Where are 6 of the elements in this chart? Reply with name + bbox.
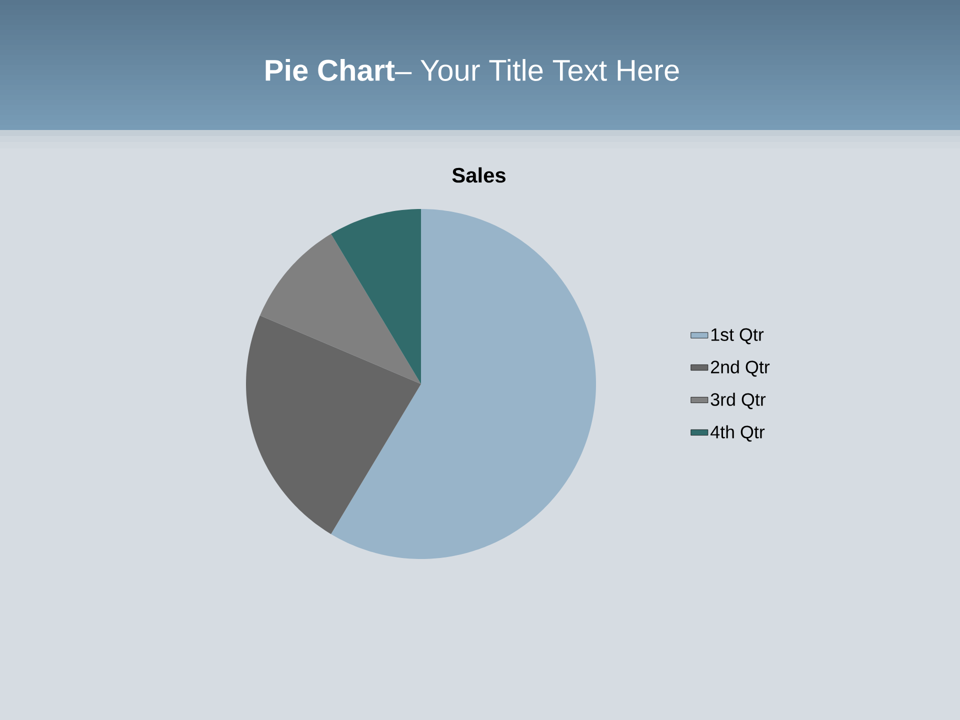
chart-title: Pie Chart– Your Title Text Here — [266, 59, 679, 81]
legend-label: 2nd Qtr — [711, 360, 770, 377]
chart-subtitle: Sales — [452, 167, 506, 183]
legend-label: 4th Qtr — [710, 425, 765, 442]
legend-label: 3rd Qtr — [710, 392, 766, 410]
legend-label: 1st Qtr — [711, 328, 764, 344]
